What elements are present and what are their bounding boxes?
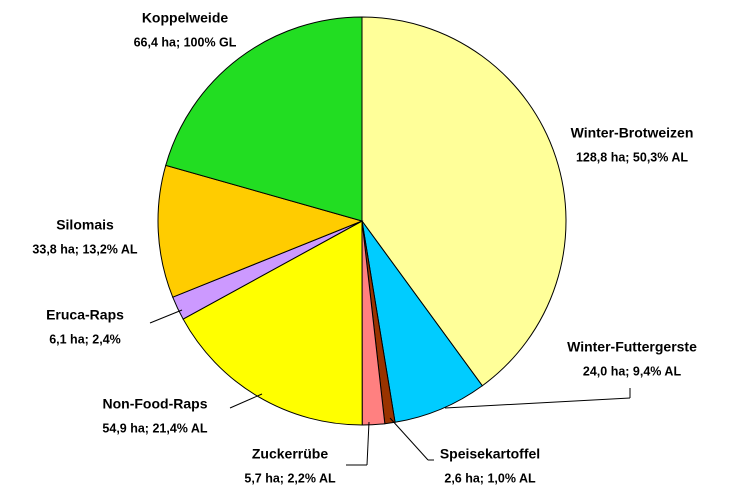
pie-wedge — [361, 220, 483, 423]
value-label: 128,8 ha; 50,3% AL — [576, 150, 688, 164]
slice-label: Eruca-Raps — [46, 307, 124, 323]
value-label: 24,0 ha; 9,4% AL — [583, 364, 682, 378]
leader-line — [444, 397, 631, 409]
value-label: 6,1 ha; 2,4% — [49, 332, 121, 346]
pie-wedge — [361, 16, 567, 387]
leader-line — [229, 393, 263, 409]
slice-label: Winter-Futtergerste — [567, 339, 697, 355]
value-label: 5,7 ha; 2,2% AL — [244, 471, 336, 485]
value-label: 33,8 ha; 13,2% AL — [32, 242, 138, 256]
slice-label: Speisekartoffel — [440, 446, 540, 462]
slice-label: Zuckerrübe — [252, 446, 328, 462]
slice-label: Silomais — [56, 217, 114, 233]
leader-line — [149, 309, 183, 324]
leader-line — [366, 421, 370, 466]
pie-wedge — [157, 164, 364, 298]
pie-wedge — [182, 220, 363, 426]
slice-label: Koppelweide — [142, 10, 229, 26]
slice-label: Winter-Brotweizen — [571, 125, 694, 141]
value-label: 66,4 ha; 100% GL — [134, 35, 237, 49]
leader-line — [389, 417, 429, 461]
pie-wedge — [165, 16, 363, 222]
slice-label: Non-Food-Raps — [103, 396, 208, 412]
value-label: 2,6 ha; 1,0% AL — [444, 471, 536, 485]
value-label: 54,9 ha; 21,4% AL — [102, 421, 208, 435]
